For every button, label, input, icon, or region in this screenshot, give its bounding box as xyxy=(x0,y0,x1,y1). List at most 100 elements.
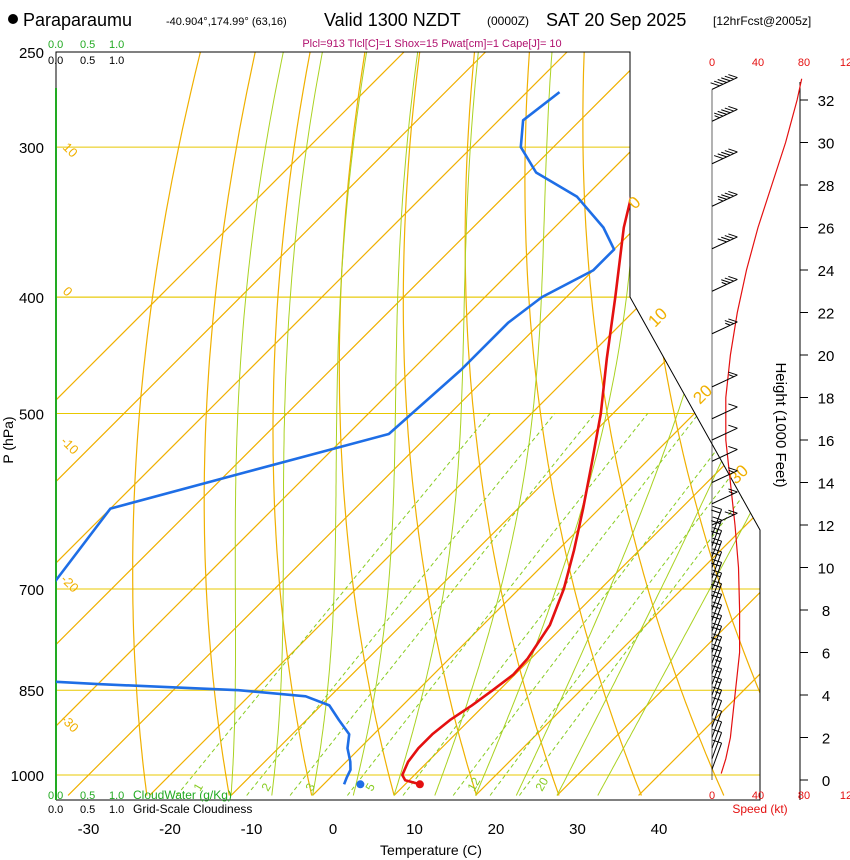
wind-barb xyxy=(711,509,738,526)
barb-staff xyxy=(711,470,738,483)
dewpoint-profile xyxy=(56,91,616,785)
cloudwater-tick: 0.0 xyxy=(48,790,63,802)
speed-axis-title: Speed (kt) xyxy=(732,802,787,816)
mixing-ratio-line xyxy=(518,413,760,796)
wind-barb xyxy=(711,148,738,165)
moist-adiabat xyxy=(312,52,368,796)
dry-adiabat xyxy=(203,52,256,796)
valid-time: Valid 1300 NZDT xyxy=(324,10,461,30)
barb-feather xyxy=(711,509,721,514)
dry-adiabat-label: 10 xyxy=(60,140,81,161)
barb-half-feather xyxy=(715,669,721,673)
barb-feather xyxy=(711,530,721,535)
pressure-tick-label: 1000 xyxy=(11,768,44,785)
wind-barb xyxy=(711,488,738,505)
barb-feather xyxy=(712,601,722,606)
wind-barb xyxy=(711,622,723,653)
pressure-tick-label: 300 xyxy=(19,140,44,157)
barb-half-feather xyxy=(715,691,721,695)
barb-feather xyxy=(711,520,721,525)
wind-barb xyxy=(711,527,723,558)
height-tick-label: 12 xyxy=(818,518,835,535)
barb-staff xyxy=(711,77,738,90)
barb-feather xyxy=(712,654,722,659)
barb-feather xyxy=(714,112,724,117)
barb-feather xyxy=(728,318,738,323)
wind-barb xyxy=(711,590,723,621)
barb-feather xyxy=(712,697,722,702)
speed-scale-bottom-label: 0 xyxy=(709,790,715,802)
barb-feather xyxy=(711,626,721,631)
isotherm-line xyxy=(67,52,760,796)
barb-feather xyxy=(717,238,727,243)
wind-barb xyxy=(711,105,738,122)
top-cloud-tick: 0.5 xyxy=(80,39,95,51)
wind-barb xyxy=(711,318,738,335)
height-tick-label: 2 xyxy=(822,731,830,748)
barb-staff xyxy=(711,530,723,558)
top-cloud-scale: 0.0 0.5 1.0 0.0 0.5 1.0 xyxy=(48,39,124,67)
height-tick-label: 4 xyxy=(822,688,830,705)
barb-feather xyxy=(712,718,722,723)
wind-barb xyxy=(711,686,723,717)
barb-feather xyxy=(728,509,738,514)
wind-panel: 0246810121416182022242628303200404080801… xyxy=(709,57,850,802)
barb-staff xyxy=(711,711,723,738)
bottom-cloud-scale: 0.0 0.5 1.0 CloudWater (g/Kg) 0.0 0.5 1.… xyxy=(48,788,252,816)
cloudwater-label: CloudWater (g/Kg) xyxy=(133,788,232,802)
top-cloud-tick: 0.0 xyxy=(48,39,63,51)
height-tick-label: 6 xyxy=(822,646,830,663)
barb-feather xyxy=(721,279,731,284)
barb-feather xyxy=(728,233,738,238)
barb-staff xyxy=(711,551,723,579)
height-tick-label: 32 xyxy=(818,93,835,110)
barb-staff xyxy=(711,604,723,632)
chart-grid xyxy=(56,52,760,796)
barb-staff xyxy=(711,519,723,547)
temperature-profile xyxy=(401,92,647,786)
height-tick-label: 28 xyxy=(818,178,835,195)
barb-feather xyxy=(728,424,738,429)
profiles xyxy=(56,91,647,789)
mixing-ratio-line xyxy=(452,413,746,796)
barb-feather xyxy=(728,488,738,493)
barb-feather xyxy=(711,615,721,620)
height-tick-label: 16 xyxy=(818,433,835,450)
pressure-tick-label: 500 xyxy=(19,407,44,424)
barb-feather xyxy=(728,445,738,450)
speed-scale-bottom-label: 12 xyxy=(840,790,850,802)
wind-barb xyxy=(711,665,723,696)
barb-feather xyxy=(712,633,722,638)
pressure-tick-label: 250 xyxy=(19,45,44,62)
barb-feather xyxy=(711,583,721,588)
barb-feather xyxy=(714,155,724,160)
barb-staff xyxy=(711,321,738,335)
moist-adiabat-label: 10 xyxy=(644,304,671,331)
barb-feather xyxy=(724,192,734,197)
barb-feather xyxy=(711,605,721,610)
wind-barb xyxy=(711,516,723,547)
cloudiness-label: Grid-Scale Cloudiness xyxy=(133,802,252,816)
cloudiness-tick: 1.0 xyxy=(109,804,124,816)
barb-staff xyxy=(711,512,738,526)
barb-feather xyxy=(712,558,722,563)
mixing-ratio-line xyxy=(489,413,760,796)
moist-adiabat xyxy=(556,52,760,796)
cloudwater-tick: 1.0 xyxy=(109,790,124,802)
height-tick-label: 30 xyxy=(818,136,835,153)
wind-barb xyxy=(710,74,738,90)
wind-barb xyxy=(711,728,723,759)
barb-staff xyxy=(711,406,738,420)
top-cloud-tick: 1.0 xyxy=(109,39,124,51)
barb-staff xyxy=(711,742,723,770)
isotherm-line xyxy=(312,52,760,796)
dry-adiabat-label: -30 xyxy=(58,712,82,736)
barb-half-feather xyxy=(728,374,735,378)
barb-feather xyxy=(711,552,721,556)
barb-staff xyxy=(711,193,738,207)
top-cloudiness-tick: 1.0 xyxy=(109,55,124,67)
moist-adiabat xyxy=(475,52,643,796)
barb-feather xyxy=(712,665,722,670)
barb-feather xyxy=(717,110,727,115)
isotherm-line xyxy=(230,52,760,796)
